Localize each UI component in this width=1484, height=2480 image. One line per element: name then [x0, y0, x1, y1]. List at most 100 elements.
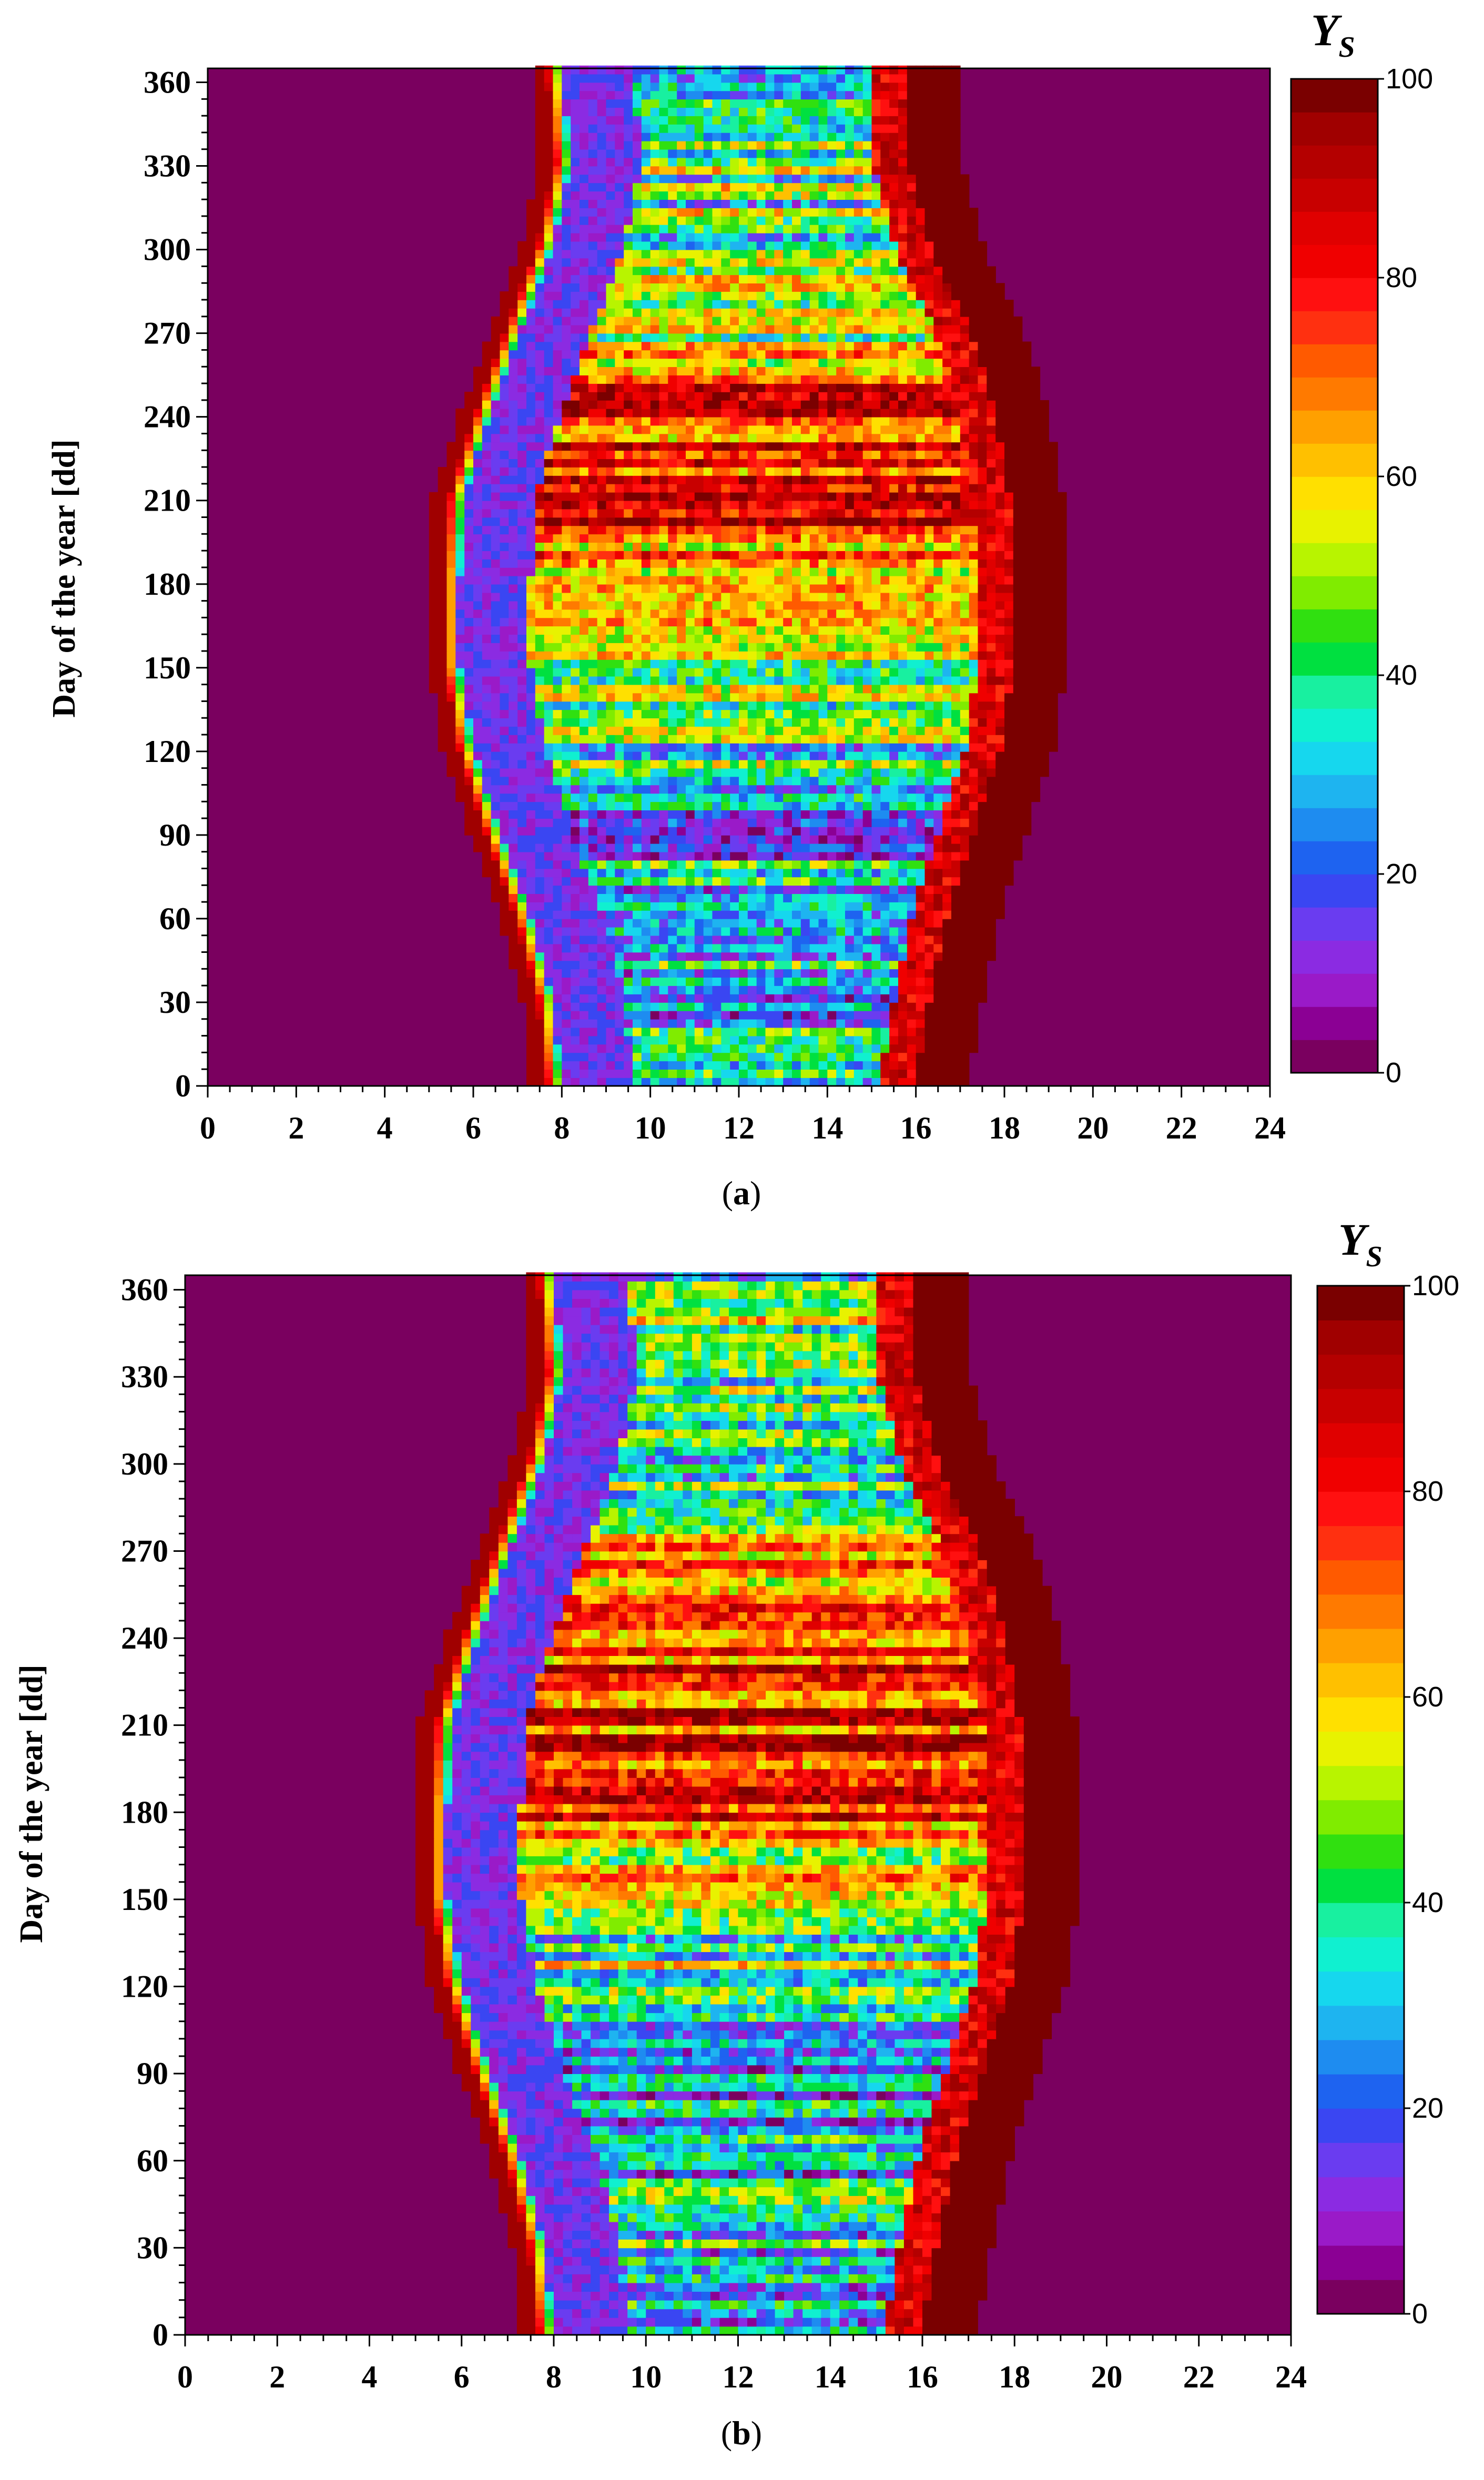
heatmap-cell — [765, 1035, 775, 1045]
heatmap-cell — [535, 617, 545, 627]
heatmap-cell — [562, 467, 571, 476]
heatmap-cell — [562, 910, 571, 919]
heatmap-cell — [544, 743, 554, 752]
heatmap-cell — [535, 960, 545, 970]
heatmap-cell — [509, 860, 518, 869]
heatmap-cell — [1031, 634, 1041, 643]
heatmap-cell — [633, 743, 642, 752]
heatmap-cell — [969, 651, 979, 660]
heatmap-cell — [562, 851, 571, 861]
heatmap-cell — [916, 759, 926, 769]
heatmap-cell — [827, 559, 837, 568]
heatmap-cell — [668, 1044, 677, 1053]
heatmap-cell — [827, 810, 837, 819]
heatmap-cell — [517, 542, 527, 551]
heatmap-cell — [562, 1078, 571, 1086]
heatmap-cell — [544, 952, 554, 961]
heatmap-cell — [668, 492, 677, 501]
heatmap-cell — [500, 726, 510, 735]
heatmap-cell — [526, 1027, 536, 1036]
heatmap-cell — [739, 684, 748, 694]
heatmap-cell — [650, 542, 660, 551]
heatmap-cell — [987, 810, 996, 819]
heatmap-cell — [739, 943, 748, 953]
heatmap-cell — [1022, 492, 1032, 501]
heatmap-cell — [438, 609, 448, 618]
heatmap-cell — [491, 509, 501, 518]
heatmap-cell — [845, 634, 855, 643]
heatmap-cell — [1004, 759, 1014, 769]
heatmap-cell — [446, 726, 456, 735]
heatmap-cell — [473, 500, 483, 510]
heatmap-cell — [659, 860, 669, 869]
heatmap-cell — [659, 918, 669, 928]
heatmap-cell — [951, 827, 961, 836]
heatmap-cell — [862, 776, 872, 786]
heatmap-cell — [916, 1052, 926, 1062]
heatmap-cell — [898, 559, 908, 568]
heatmap-cell — [562, 977, 571, 986]
heatmap-cell — [633, 667, 642, 677]
heatmap-cell — [650, 509, 660, 518]
heatmap-cell — [668, 1069, 677, 1078]
heatmap-cell — [880, 492, 890, 501]
heatmap-cell — [783, 684, 792, 694]
heatmap-cell — [765, 1019, 775, 1028]
heatmap-cell — [969, 893, 979, 902]
heatmap-cell — [571, 626, 580, 635]
heatmap-cell — [942, 450, 952, 459]
heatmap-cell — [1004, 559, 1014, 568]
heatmap-cell — [951, 735, 961, 744]
heatmap-cell — [827, 969, 837, 978]
heatmap-cell — [987, 868, 996, 878]
heatmap-cell — [845, 835, 855, 844]
heatmap-cell — [509, 559, 518, 568]
heatmap-cell — [880, 1035, 890, 1045]
heatmap-cell — [712, 994, 722, 1003]
heatmap-cell — [624, 994, 633, 1003]
heatmap-cell — [615, 994, 624, 1003]
heatmap-cell — [792, 810, 801, 819]
heatmap-cell — [792, 693, 801, 702]
heatmap-cell — [517, 500, 527, 510]
heatmap-cell — [588, 1052, 598, 1062]
heatmap-cell — [571, 885, 580, 894]
heatmap-cell — [553, 1019, 563, 1028]
heatmap-cell — [553, 442, 563, 451]
heatmap-cell — [995, 868, 1005, 878]
heatmap-cell — [889, 1052, 899, 1062]
heatmap-cell — [809, 609, 819, 618]
heatmap-cell — [535, 910, 545, 919]
heatmap-cell — [659, 1078, 669, 1086]
heatmap-cell — [800, 534, 810, 543]
heatmap-cell — [871, 651, 881, 660]
heatmap-cell — [898, 617, 908, 627]
heatmap-cell — [747, 693, 757, 702]
heatmap-cell — [668, 785, 677, 794]
heatmap-cell — [933, 442, 943, 451]
heatmap-cell — [792, 918, 801, 928]
heatmap-cell — [659, 433, 669, 443]
heatmap-cell — [580, 793, 589, 802]
heatmap-cell — [880, 893, 890, 902]
heatmap-cell — [889, 810, 899, 819]
heatmap-cell — [677, 927, 686, 936]
heatmap-cell — [756, 1010, 766, 1020]
heatmap-cell — [562, 693, 571, 702]
heatmap-cell — [571, 910, 580, 919]
heatmap-cell — [765, 1044, 775, 1053]
heatmap-cell — [739, 701, 748, 710]
heatmap-cell — [951, 1069, 961, 1078]
heatmap-cell — [933, 492, 943, 501]
heatmap-cell — [924, 935, 934, 944]
heatmap-cell — [783, 1035, 792, 1045]
heatmap-cell — [960, 977, 970, 986]
heatmap-cell — [809, 726, 819, 735]
heatmap-cell — [845, 960, 855, 970]
heatmap-cell — [783, 693, 792, 702]
heatmap-cell — [951, 676, 961, 685]
heatmap-cell — [633, 459, 642, 467]
heatmap-cell — [588, 1027, 598, 1036]
heatmap-cell — [1040, 693, 1049, 702]
heatmap-cell — [668, 759, 677, 769]
